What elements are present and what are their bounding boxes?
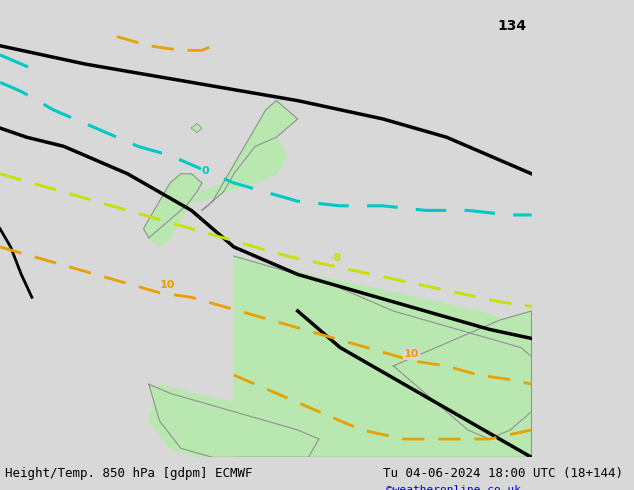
Polygon shape: [149, 384, 319, 457]
Polygon shape: [234, 256, 531, 457]
Text: 0: 0: [202, 166, 210, 176]
Polygon shape: [191, 123, 202, 133]
Polygon shape: [393, 311, 531, 439]
Text: Height/Temp. 850 hPa [gdpm] ECMWF: Height/Temp. 850 hPa [gdpm] ECMWF: [5, 466, 253, 480]
Text: ©weatheronline.co.uk: ©weatheronline.co.uk: [386, 485, 521, 490]
Polygon shape: [393, 320, 531, 457]
Text: 10: 10: [160, 280, 175, 290]
Polygon shape: [149, 384, 319, 457]
Polygon shape: [202, 100, 298, 210]
Text: Tu 04-06-2024 18:00 UTC (18+144): Tu 04-06-2024 18:00 UTC (18+144): [383, 466, 623, 480]
Text: 10: 10: [404, 349, 419, 359]
Text: -8: -8: [330, 253, 342, 263]
Text: 134: 134: [497, 19, 526, 33]
Polygon shape: [234, 256, 531, 457]
Polygon shape: [143, 174, 202, 238]
Polygon shape: [191, 128, 287, 201]
Polygon shape: [149, 192, 191, 247]
Polygon shape: [436, 402, 531, 457]
